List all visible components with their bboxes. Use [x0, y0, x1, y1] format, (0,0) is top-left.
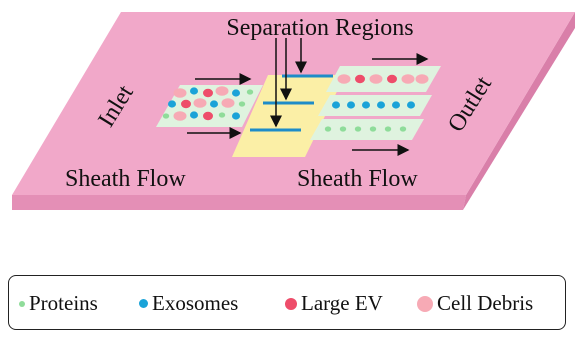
large-ev-particle: [181, 99, 191, 109]
legend-item-large-ev: Large EV: [285, 276, 383, 331]
legend-item-proteins: Proteins: [19, 276, 98, 331]
exosome-particle: [232, 112, 240, 120]
sheath-flow-left-label: Sheath Flow: [65, 166, 186, 192]
protein-particle: [162, 113, 170, 119]
chip-side-face: [12, 195, 466, 210]
exosome-particle: [392, 101, 400, 109]
legend-label-proteins: Proteins: [29, 291, 98, 315]
exosome-particle: [190, 87, 198, 95]
legend-label-exosomes: Exosomes: [152, 291, 239, 315]
large-ev-particle: [203, 88, 213, 98]
large-ev-particle: [355, 74, 365, 84]
outlet-channel-middle: [318, 95, 432, 116]
exosome-particle: [362, 101, 370, 109]
cell-debris-particle: [193, 98, 207, 108]
cell-debris-particle: [215, 86, 229, 96]
sheath-flow-right-label: Sheath Flow: [297, 166, 418, 192]
separation-regions-title: Separation Regions: [226, 15, 413, 41]
exosome-particle: [347, 101, 355, 109]
protein-particle: [369, 126, 377, 132]
protein-particle: [339, 126, 347, 132]
cell-debris-particle: [221, 98, 235, 108]
inlet-channel: [156, 85, 263, 127]
legend: Proteins Exosomes Large EV Cell Debris: [8, 275, 566, 330]
exosome-particle: [168, 100, 176, 108]
exosome-particle: [407, 101, 415, 109]
chip-right-face: [463, 12, 575, 210]
cell-debris-particle: [401, 74, 415, 84]
protein-particle: [384, 126, 392, 132]
cell-debris-particle: [173, 88, 187, 98]
legend-item-exosomes: Exosomes: [139, 276, 238, 331]
outlet-channel-bottom: [310, 119, 424, 140]
large-ev-particle: [387, 74, 397, 84]
exosome-dot-icon: [139, 299, 148, 308]
large-ev-dot-icon: [285, 297, 297, 310]
separation-region: [232, 75, 345, 157]
protein-particle: [218, 112, 226, 118]
exosome-particle: [232, 89, 240, 97]
outlet-channel-top: [326, 66, 441, 92]
protein-particle: [246, 89, 254, 95]
microfluidic-chip-diagram: Separation Regions Inlet Outlet Sheath F…: [12, 12, 575, 210]
exosome-particle: [190, 111, 198, 119]
large-ev-particle: [203, 111, 213, 121]
cell-debris-particle: [173, 111, 187, 121]
protein-particle: [238, 101, 246, 107]
protein-particle: [324, 126, 332, 132]
protein-particle: [399, 126, 407, 132]
exosome-particle: [210, 100, 218, 108]
protein-dot-icon: [19, 300, 25, 307]
legend-label-cell-debris: Cell Debris: [437, 291, 534, 315]
protein-particle: [354, 126, 362, 132]
legend-label-large-ev: Large EV: [301, 291, 383, 315]
exosome-particle: [332, 101, 340, 109]
exosome-particle: [377, 101, 385, 109]
cell-debris-dot-icon: [417, 295, 433, 312]
cell-debris-particle: [369, 74, 383, 84]
legend-item-cell-debris: Cell Debris: [417, 276, 533, 331]
cell-debris-particle: [415, 74, 429, 84]
cell-debris-particle: [337, 74, 351, 84]
